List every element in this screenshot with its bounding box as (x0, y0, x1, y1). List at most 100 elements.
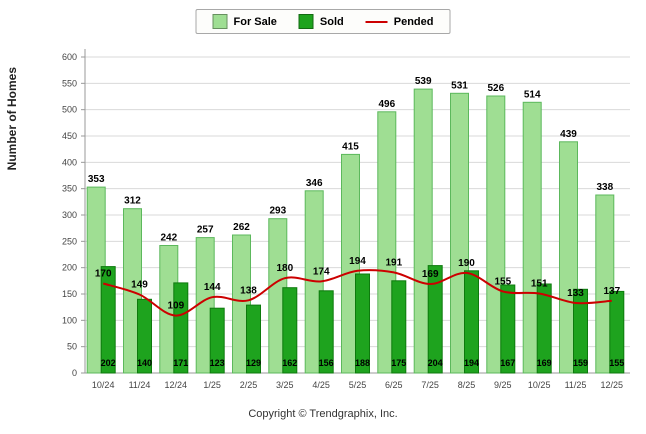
pended-value-label: 190 (458, 258, 475, 269)
pended-value-label: 169 (422, 269, 439, 280)
x-tick-label: 12/25 (601, 380, 624, 390)
y-tick-label: 450 (62, 131, 77, 141)
pended-value-label: 155 (494, 276, 511, 287)
x-tick-label: 12/24 (165, 380, 188, 390)
for-sale-value-label: 353 (88, 174, 105, 185)
sold-bar (246, 304, 261, 374)
for-sale-value-label: 526 (487, 83, 504, 94)
pended-value-label: 144 (204, 282, 221, 293)
for-sale-value-label: 514 (524, 89, 541, 100)
legend-item-pended: Pended (365, 15, 434, 28)
sold-value-label: 204 (428, 358, 443, 368)
sold-value-label: 167 (500, 358, 515, 368)
x-tick-label: 6/25 (385, 380, 403, 390)
sold-value-label: 156 (319, 358, 334, 368)
sold-value-label: 123 (210, 358, 225, 368)
x-tick-label: 11/24 (129, 380, 151, 390)
legend: For Sale Sold Pended (195, 9, 451, 34)
sold-bar (536, 283, 552, 374)
x-tick-label: 2/25 (240, 380, 258, 390)
x-tick-label: 10/24 (92, 380, 115, 390)
for-sale-value-label: 415 (342, 141, 359, 152)
for-sale-value-label: 496 (378, 99, 395, 110)
for-sale-value-label: 439 (560, 129, 577, 140)
pended-value-label: 109 (167, 301, 184, 312)
pended-value-label: 174 (313, 266, 330, 277)
y-tick-label: 0 (72, 368, 77, 378)
for-sale-value-label: 242 (160, 233, 177, 244)
pended-value-label: 133 (567, 288, 584, 299)
for-sale-value-label: 346 (306, 178, 323, 189)
x-tick-label: 4/25 (312, 380, 330, 390)
for-sale-value-label: 539 (415, 76, 432, 87)
sold-bar (500, 284, 516, 374)
y-tick-label: 350 (62, 184, 77, 194)
for-sale-value-label: 338 (596, 182, 613, 193)
sold-bar (573, 288, 588, 374)
sold-value-label: 162 (282, 358, 297, 368)
sold-value-label: 202 (101, 358, 116, 368)
copyright: Copyright © Trendgraphix, Inc. (248, 408, 398, 420)
sold-bar (609, 290, 625, 374)
pended-value-label: 138 (240, 285, 257, 296)
legend-label-for-sale: For Sale (233, 15, 277, 28)
sold-swatch-icon (298, 14, 314, 29)
x-tick-label: 5/25 (349, 380, 367, 390)
x-tick-label: 1/25 (203, 380, 221, 390)
sold-bar (173, 282, 189, 374)
pended-value-label: 149 (131, 280, 148, 291)
legend-item-sold: Sold (298, 14, 344, 29)
x-tick-label: 11/25 (565, 380, 587, 390)
y-tick-label: 200 (62, 263, 77, 273)
sold-value-label: 155 (609, 358, 624, 368)
pended-value-label: 170 (95, 269, 112, 280)
y-tick-label: 400 (62, 157, 77, 167)
sold-bar (391, 280, 407, 374)
x-tick-label: 3/25 (276, 380, 294, 390)
pended-value-label: 137 (603, 286, 620, 297)
sold-bar (318, 290, 334, 374)
pended-value-label: 191 (385, 257, 402, 268)
y-tick-label: 50 (67, 342, 77, 352)
sold-value-label: 169 (537, 358, 552, 368)
y-tick-label: 600 (62, 52, 77, 62)
sold-bar (137, 298, 152, 374)
sold-bar (427, 265, 443, 374)
sold-value-label: 194 (464, 358, 479, 368)
for-sale-value-label: 293 (269, 206, 286, 217)
sold-value-label: 175 (391, 358, 406, 368)
x-tick-label: 8/25 (458, 380, 476, 390)
y-tick-label: 550 (62, 78, 77, 88)
for-sale-value-label: 312 (124, 196, 141, 207)
sold-bar (464, 270, 479, 374)
for-sale-swatch-icon (212, 14, 228, 29)
sold-bar (282, 287, 298, 374)
sold-value-label: 171 (173, 358, 188, 368)
pended-line (102, 269, 612, 317)
sold-value-label: 140 (137, 358, 152, 368)
y-tick-label: 150 (62, 289, 77, 299)
y-axis-title: Number of Homes (5, 66, 19, 171)
pended-value-label: 180 (276, 263, 293, 274)
x-tick-label: 9/25 (494, 380, 512, 390)
sold-bar (100, 266, 116, 374)
sold-value-label: 188 (355, 358, 370, 368)
y-tick-label: 250 (62, 236, 77, 246)
legend-label-pended: Pended (393, 15, 434, 28)
for-sale-value-label: 531 (451, 80, 468, 91)
sold-bar (355, 273, 370, 374)
pended-line-icon (365, 20, 388, 23)
y-tick-label: 300 (62, 210, 77, 220)
x-tick-label: 7/25 (421, 380, 439, 390)
sold-value-label: 159 (573, 358, 588, 368)
for-sale-value-label: 262 (233, 222, 250, 233)
for-sale-value-label: 257 (197, 225, 214, 236)
legend-label-sold: Sold (319, 15, 344, 28)
y-tick-label: 500 (62, 105, 77, 115)
legend-item-for-sale: For Sale (212, 14, 277, 29)
sold-value-label: 129 (246, 358, 261, 368)
pended-value-label: 151 (531, 279, 548, 290)
x-tick-label: 10/25 (528, 380, 551, 390)
